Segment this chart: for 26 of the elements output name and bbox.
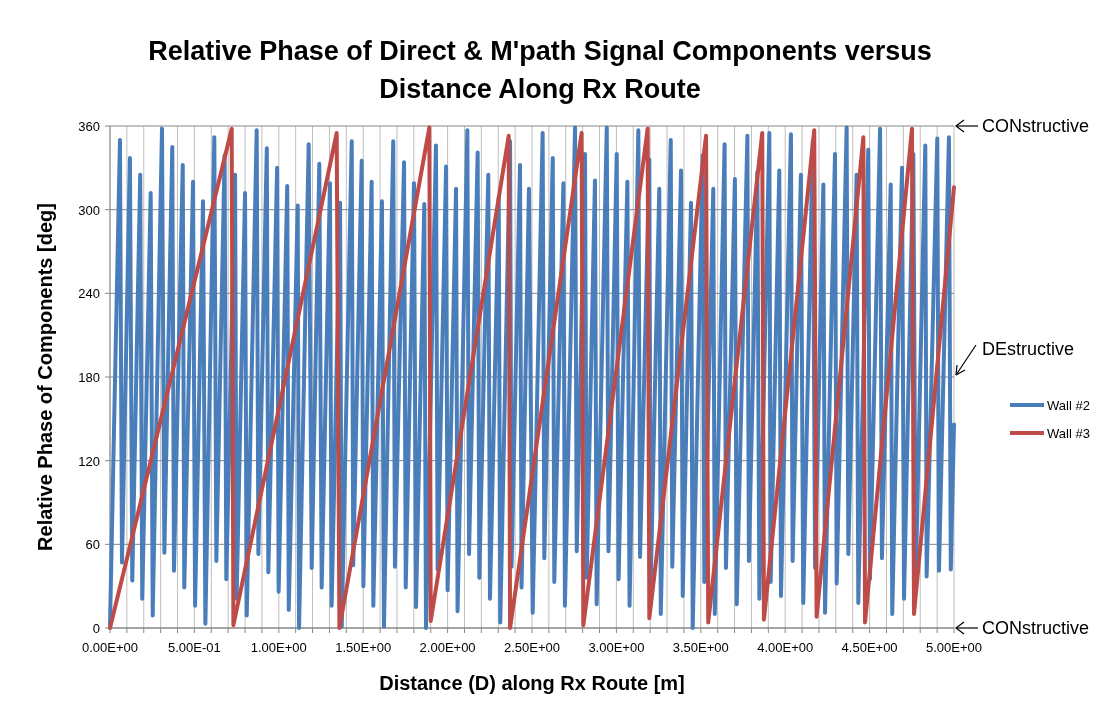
x-tick-label: 1.00E+00 xyxy=(250,640,307,655)
x-tick-label: 0.00E+00 xyxy=(81,640,139,655)
y-tick-label: 300 xyxy=(78,202,100,218)
x-tick-label: 2.00E+00 xyxy=(419,640,476,655)
y-tick-label: 240 xyxy=(78,286,100,302)
x-tick-label: 5.00E-01 xyxy=(168,640,221,655)
y-axis-title: Relative Phase of Components [deg] xyxy=(34,203,56,551)
y-tick-label: 0 xyxy=(92,621,100,636)
x-tick-label: 1.50E+00 xyxy=(335,640,392,655)
y-tick-label: 120 xyxy=(78,453,100,469)
text: CONstructive xyxy=(982,116,1090,136)
x-tick-label: 2.50E+00 xyxy=(503,640,561,655)
chart-title: Relative Phase of Direct & M'path Signal Components versus Distance Along Rx Route xyxy=(148,36,932,104)
legend-label: Wall #3 xyxy=(1047,426,1090,441)
x-tick-label: 3.50E+00 xyxy=(672,640,729,655)
x-tick-label: 4.00E+00 xyxy=(757,640,814,655)
y-tick-label: 180 xyxy=(78,370,100,385)
y-tick-label: 360 xyxy=(78,119,100,134)
y-tick-label: 60 xyxy=(85,537,100,553)
x-tick-label: 4.50E+00 xyxy=(841,640,898,655)
text: DEstructive xyxy=(982,339,1075,359)
x-tick-label: 5.00E+00 xyxy=(925,640,983,655)
x-axis-title: Distance (D) along Rx Route [m] xyxy=(379,672,685,694)
legend-label: Wall #2 xyxy=(1047,398,1090,413)
x-tick-label: 3.00E+00 xyxy=(588,640,645,655)
text: CONstructive xyxy=(982,618,1090,638)
